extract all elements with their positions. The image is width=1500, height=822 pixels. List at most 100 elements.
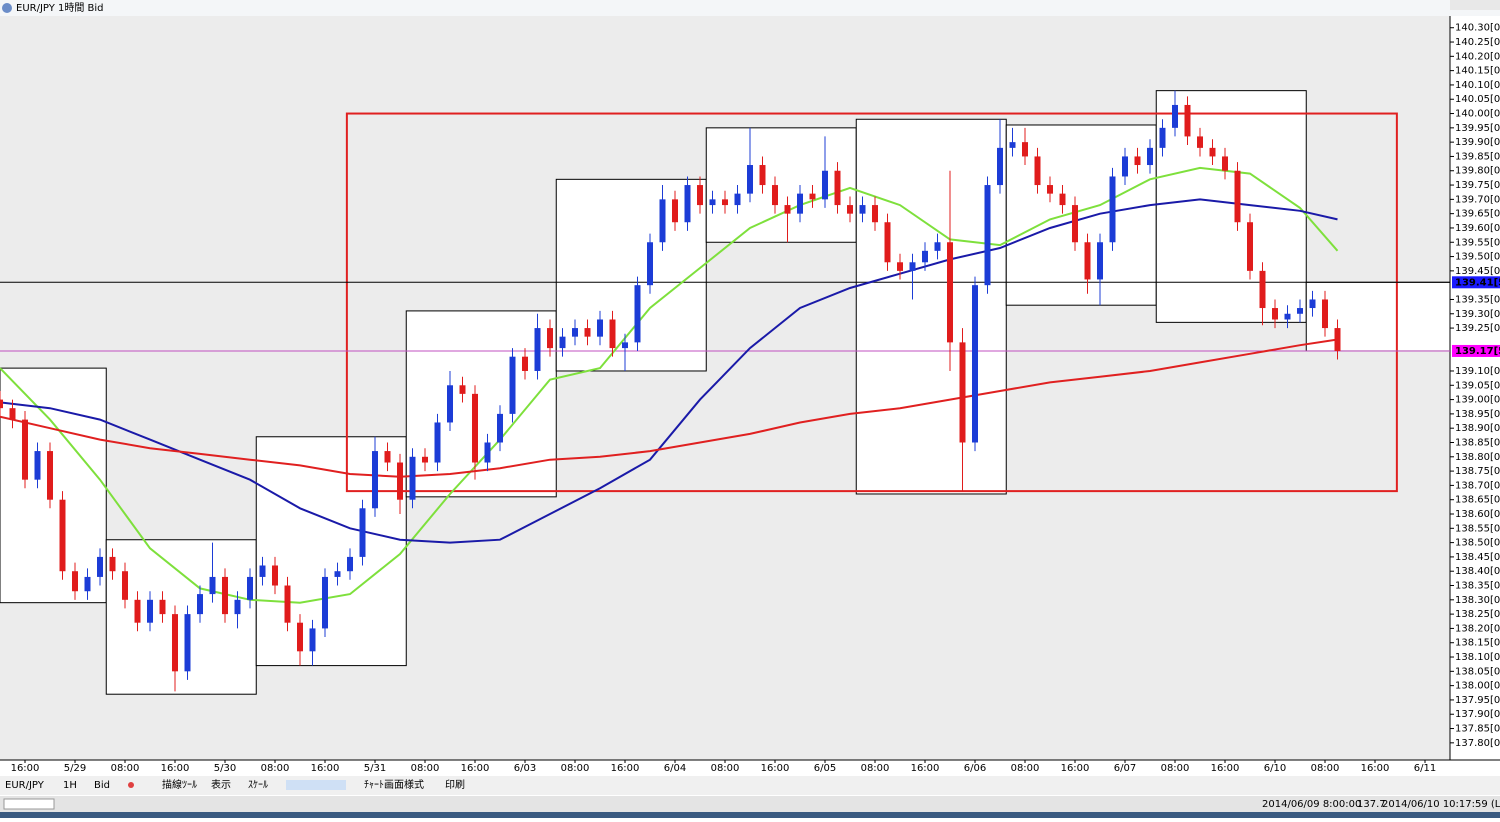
y-tick-label: 138.80[0]: [1455, 452, 1500, 463]
candle-body: [209, 576, 216, 595]
candle-body: [634, 285, 641, 343]
y-tick-label: 138.95[0]: [1455, 409, 1500, 420]
toolbar-button[interactable]: ｽｹｰﾙ: [248, 779, 268, 791]
candle-body: [1034, 156, 1041, 186]
candle-body: [1072, 205, 1078, 243]
y-tick-label: 139.50[0]: [1455, 252, 1500, 263]
candle-body: [47, 451, 53, 500]
candle-body: [972, 285, 978, 443]
candle-body: [184, 614, 191, 672]
toolbar-button[interactable]: ﾁｬｰﾄ画面様式: [364, 778, 424, 791]
y-tick-label: 139.80[0]: [1455, 166, 1500, 177]
x-tick-label: 08:00: [411, 763, 440, 774]
toolbar-button[interactable]: EUR/JPY: [5, 780, 45, 791]
candle-body: [384, 451, 391, 463]
candle-body: [322, 576, 328, 629]
toolbar-bg: [0, 776, 1500, 795]
candle-body: [122, 571, 128, 600]
candle-body: [484, 442, 491, 463]
candle-body: [422, 456, 428, 463]
x-tick-label: 6/03: [514, 763, 536, 774]
candle-body: [897, 262, 903, 271]
y-tick-label: 138.45[0]: [1455, 552, 1500, 563]
x-tick-label: 16:00: [311, 763, 340, 774]
candle-body: [572, 328, 578, 337]
candle-body: [272, 565, 278, 586]
candle-body: [1247, 222, 1253, 271]
toolbar-button[interactable]: 表示: [211, 778, 231, 791]
y-tick-label: 137.80[0]: [1455, 738, 1500, 749]
day-range-box: [0, 367, 107, 604]
candle-body: [297, 622, 303, 652]
y-tick-label: 140.05[0]: [1455, 94, 1500, 105]
candle-body: [884, 222, 891, 263]
candle-body: [609, 319, 616, 349]
day-range-box: [105, 539, 257, 695]
x-tick-label: 5/30: [214, 763, 236, 774]
day-range-box: [1155, 90, 1307, 323]
candle-body: [1197, 136, 1203, 148]
x-tick-label: 08:00: [561, 763, 590, 774]
candle-body: [822, 170, 828, 200]
candle-body: [1309, 299, 1316, 309]
x-tick-label: 16:00: [11, 763, 40, 774]
y-tick-label: 139.90[0]: [1455, 137, 1500, 148]
zoom-buttons[interactable]: [286, 780, 346, 790]
candle-body: [397, 462, 403, 500]
candle-body: [659, 199, 666, 243]
y-tick-label: 138.55[0]: [1455, 523, 1500, 534]
candle-body: [872, 205, 878, 223]
candle-body: [1184, 104, 1191, 137]
toolbar-button[interactable]: Bid: [94, 780, 110, 791]
candle-body: [1297, 308, 1303, 314]
candle-body: [1097, 242, 1103, 280]
candle-body: [509, 356, 516, 414]
candle-body: [947, 242, 953, 343]
candle-body: [1009, 142, 1016, 148]
y-tick-label: 138.20[0]: [1455, 623, 1500, 634]
x-tick-label: 16:00: [1061, 763, 1090, 774]
y-tick-label: 139.00[0]: [1455, 395, 1500, 406]
y-tick-label: 139.55[0]: [1455, 237, 1500, 248]
price-axis: [1450, 16, 1500, 760]
x-tick-label: 16:00: [611, 763, 640, 774]
toolbar: EUR/JPY 1H Bid 描線ﾂｰﾙ 表示 ｽｹｰﾙ ﾁｬｰﾄ画面様式 印刷…: [0, 776, 1500, 818]
candle-body: [722, 199, 728, 206]
candle-body: [259, 565, 266, 577]
color-button[interactable]: [128, 782, 134, 788]
candle-body: [334, 571, 341, 577]
candle-body: [1084, 242, 1091, 280]
candle-body: [1147, 147, 1153, 166]
candle-body: [1109, 176, 1116, 243]
x-tick-label: 5/29: [64, 763, 86, 774]
y-tick-label: 138.15[0]: [1455, 638, 1500, 649]
scroll-arrow[interactable]: [1450, 0, 1500, 10]
y-tick-label: 137.90[0]: [1455, 709, 1500, 720]
y-tick-label: 139.65[0]: [1455, 209, 1500, 220]
candle-body: [472, 393, 478, 463]
y-tick-label: 140.20[0]: [1455, 51, 1500, 62]
scrollbar[interactable]: [3, 798, 55, 810]
y-tick-label: 139.85[0]: [1455, 151, 1500, 162]
candle-body: [1059, 193, 1066, 206]
toolbar-button[interactable]: 1H: [63, 780, 77, 791]
candle-body: [597, 319, 603, 337]
y-tick-label: 140.10[0]: [1455, 80, 1500, 91]
y-tick-label: 138.25[0]: [1455, 609, 1500, 620]
candle-body: [909, 262, 916, 271]
candle-body: [584, 328, 591, 337]
candle-body: [1284, 313, 1291, 320]
candle-body: [134, 599, 141, 623]
candle-body: [684, 185, 691, 223]
status-text: 2014/06/09 8:00:00: [1262, 799, 1361, 810]
toolbar-button[interactable]: 描線ﾂｰﾙ: [162, 778, 197, 791]
candle-body: [734, 193, 741, 206]
candle-body: [0, 399, 3, 409]
candle-body: [522, 356, 528, 371]
window-icon: [2, 3, 12, 13]
x-tick-label: 16:00: [161, 763, 190, 774]
highlight-box: [345, 112, 1398, 493]
y-tick-label: 139.05[0]: [1455, 380, 1500, 391]
toolbar-button[interactable]: 印刷: [445, 779, 465, 791]
